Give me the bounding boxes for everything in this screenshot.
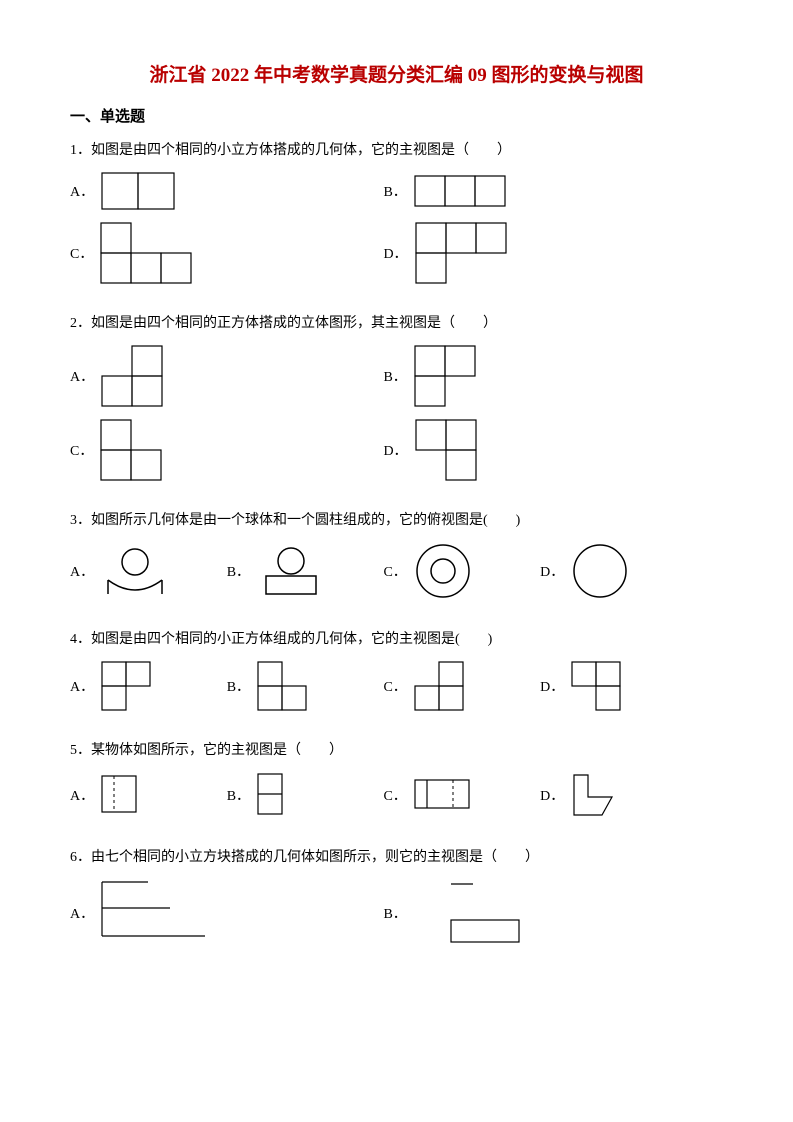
options-row: A． B． <box>70 878 723 958</box>
question: 6．由七个相同的小立方块搭成的几何体如图所示，则它的主视图是（ ） A． B． <box>70 847 723 958</box>
option-label: C． <box>383 785 406 805</box>
option: D． <box>540 541 697 601</box>
option: A． <box>70 878 383 948</box>
option-label: D． <box>540 785 564 805</box>
option-figure <box>570 771 616 819</box>
option: C． <box>70 418 383 482</box>
options-row: A． B． C． D． <box>70 660 723 722</box>
option: D． <box>540 660 697 712</box>
option-label: C． <box>383 676 406 696</box>
option-label: C． <box>383 561 406 581</box>
option-figure <box>413 878 523 948</box>
option-figure <box>256 772 286 818</box>
option: B． <box>383 878 696 948</box>
option: C． <box>383 778 540 812</box>
option-figure <box>413 541 473 601</box>
option: D． <box>540 771 697 819</box>
page: 浙江省 2022 年中考数学真题分类汇编 09 图形的变换与视图 一、单选题 1… <box>0 0 793 1016</box>
option: B． <box>227 660 384 712</box>
option-label: C． <box>70 440 93 460</box>
option-label: B． <box>227 785 250 805</box>
option: C． <box>383 660 540 712</box>
option-figure <box>413 174 507 208</box>
options-row: A． B． C． D． <box>70 344 723 492</box>
option-figure <box>99 221 193 285</box>
option-label: A． <box>70 181 94 201</box>
option-label: D． <box>540 676 564 696</box>
option: B． <box>227 772 384 818</box>
option: B． <box>383 344 696 408</box>
option: A． <box>70 344 383 408</box>
option-label: D． <box>540 561 564 581</box>
option-label: A． <box>70 903 94 923</box>
option-label: D． <box>383 243 407 263</box>
option-label: B． <box>383 366 406 386</box>
option-figure <box>570 660 622 712</box>
question: 3．如图所示几何体是由一个球体和一个圆柱组成的，它的俯视图是( ) A． B． C． D… <box>70 510 723 611</box>
option-label: A． <box>70 676 94 696</box>
option: B． <box>227 544 384 599</box>
option-label: B． <box>383 903 406 923</box>
option-figure <box>413 778 473 812</box>
question-stem: 1．如图是由四个相同的小立方体搭成的几何体，它的主视图是（ ） <box>70 140 723 161</box>
option-figure <box>413 660 465 712</box>
question-stem: 2．如图是由四个相同的正方体搭成的立体图形，其主视图是（ ） <box>70 313 723 334</box>
option: B． <box>383 174 696 208</box>
option-figure <box>100 344 164 408</box>
question: 4．如图是由四个相同的小正方体组成的几何体，它的主视图是( ) A． B． C． D． <box>70 629 723 722</box>
option-figure <box>100 171 176 211</box>
options-row: A． B． C． D． <box>70 171 723 295</box>
option-figure <box>414 221 508 285</box>
question: 1．如图是由四个相同的小立方体搭成的几何体，它的主视图是（ ） A． B． C． D． <box>70 140 723 295</box>
options-row: A． B． C． D． <box>70 541 723 611</box>
option: D． <box>383 221 696 285</box>
option-figure <box>99 418 163 482</box>
question-list: 1．如图是由四个相同的小立方体搭成的几何体，它的主视图是（ ）A．B．C．D．2… <box>70 140 723 958</box>
option: A． <box>70 544 227 599</box>
option-figure <box>256 660 308 712</box>
question: 5．某物体如图所示，它的主视图是（ ） A． B． C． D． <box>70 740 723 829</box>
option-label: D． <box>383 440 407 460</box>
option-figure <box>100 878 210 948</box>
option-figure <box>570 541 630 601</box>
question: 2．如图是由四个相同的正方体搭成的立体图形，其主视图是（ ） A． B． C． D． <box>70 313 723 492</box>
option-label: C． <box>70 243 93 263</box>
option-label: B． <box>227 676 250 696</box>
option-label: A． <box>70 561 94 581</box>
option-figure <box>100 660 152 712</box>
option-label: A． <box>70 366 94 386</box>
option: A． <box>70 774 227 816</box>
option: D． <box>383 418 696 482</box>
question-stem: 6．由七个相同的小立方块搭成的几何体如图所示，则它的主视图是（ ） <box>70 847 723 868</box>
option-figure <box>256 544 326 599</box>
option: A． <box>70 171 383 211</box>
option-figure <box>413 344 477 408</box>
question-stem: 5．某物体如图所示，它的主视图是（ ） <box>70 740 723 761</box>
option: A． <box>70 660 227 712</box>
option: C． <box>70 221 383 285</box>
option: C． <box>383 541 540 601</box>
option-figure <box>100 544 170 599</box>
question-stem: 3．如图所示几何体是由一个球体和一个圆柱组成的，它的俯视图是( ) <box>70 510 723 531</box>
question-stem: 4．如图是由四个相同的小正方体组成的几何体，它的主视图是( ) <box>70 629 723 650</box>
options-row: A． B． C． D． <box>70 771 723 829</box>
section-heading: 一、单选题 <box>70 105 723 126</box>
option-label: B． <box>383 181 406 201</box>
option-label: A． <box>70 785 94 805</box>
option-figure <box>100 774 140 816</box>
option-figure <box>414 418 478 482</box>
page-title: 浙江省 2022 年中考数学真题分类汇编 09 图形的变换与视图 <box>70 60 723 87</box>
option-label: B． <box>227 561 250 581</box>
